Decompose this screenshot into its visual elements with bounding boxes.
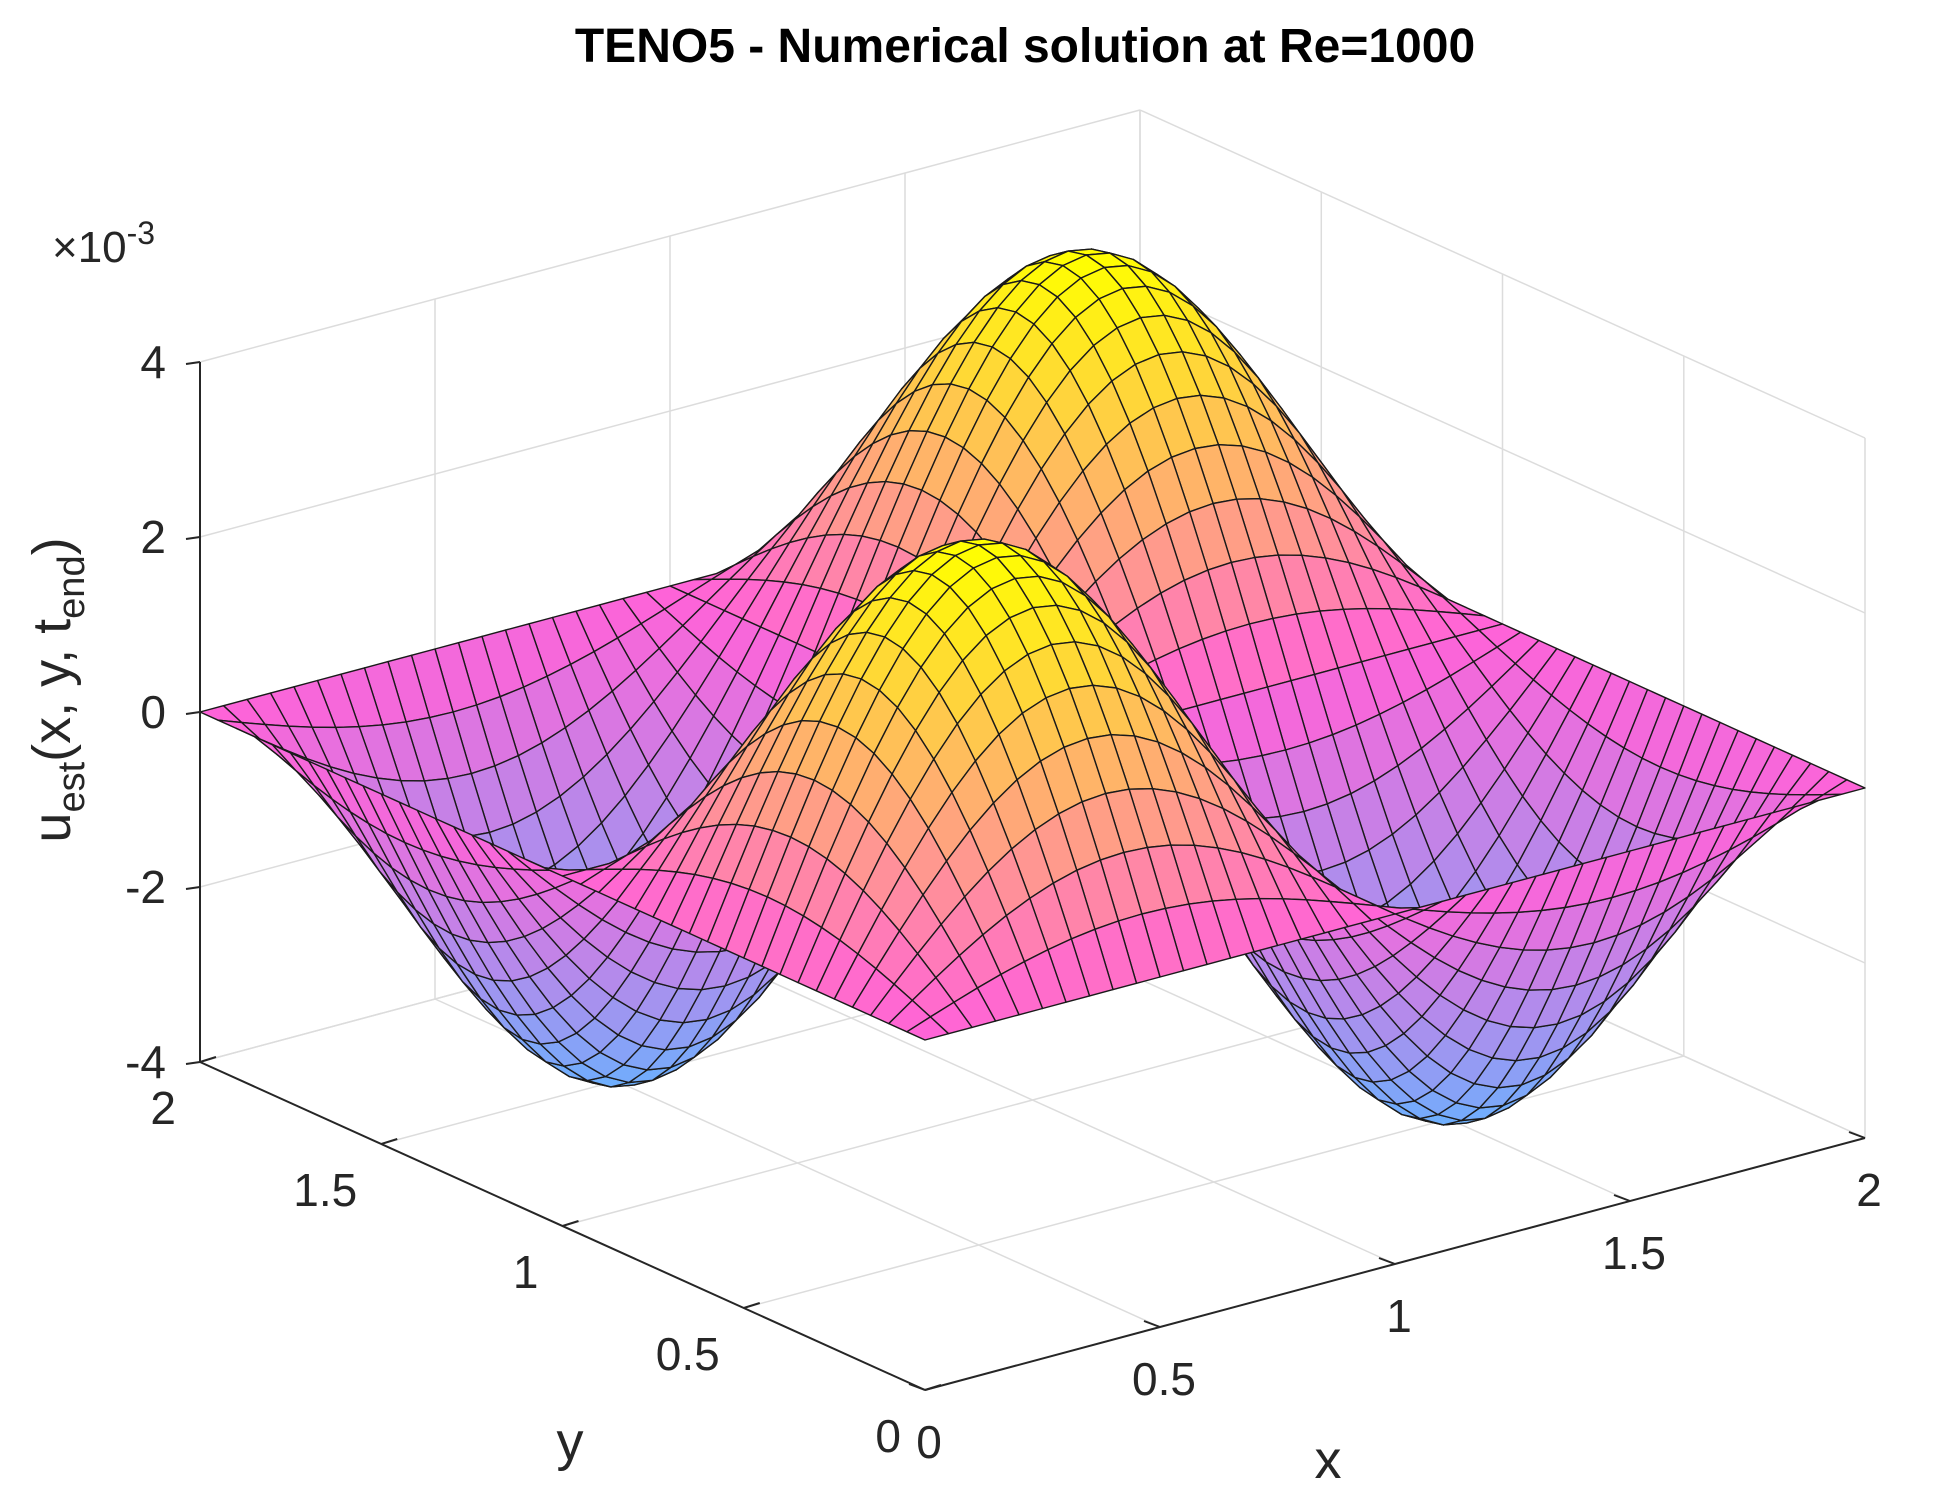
z-tick-label: 2 <box>140 511 166 563</box>
y-tick-label: 0 <box>875 1410 901 1462</box>
y-tick <box>743 1302 761 1309</box>
x-tick-label: 2 <box>1856 1164 1882 1216</box>
z-tick-label: -4 <box>125 1036 166 1088</box>
y-tick-label: 1 <box>513 1246 539 1298</box>
grid-line <box>743 1055 1684 1309</box>
z-exponent-label: ×10-3 <box>52 215 155 272</box>
y-tick-label: 2 <box>150 1082 176 1134</box>
z-tick <box>185 361 201 365</box>
x-tick <box>908 1383 926 1391</box>
y-tick <box>380 1138 398 1145</box>
z-tick <box>185 536 201 540</box>
surface-cell <box>906 1016 950 1041</box>
x-tick-label: 0.5 <box>1132 1353 1196 1405</box>
x-axis-label: x <box>1315 1430 1342 1490</box>
x-tick <box>1848 1131 1866 1139</box>
x-tick <box>1143 1320 1161 1328</box>
z-tick-label: 0 <box>140 686 166 738</box>
y-tick-label: 1.5 <box>293 1164 357 1216</box>
z-tick <box>185 886 201 890</box>
x-tick-label: 1 <box>1386 1290 1412 1342</box>
surface-mesh <box>199 248 1866 1126</box>
x-tick <box>1613 1194 1631 1202</box>
x-tick <box>1378 1257 1396 1265</box>
z-tick-label: 4 <box>140 336 166 388</box>
y-tick <box>924 1384 942 1391</box>
y-tick-label: 0.5 <box>656 1328 720 1380</box>
y-axis-label: y <box>557 1412 584 1472</box>
z-axis-label: uest(x, y, tend) <box>22 537 93 842</box>
y-tick <box>199 1056 217 1063</box>
x-tick-label: 0 <box>916 1416 942 1468</box>
axes: -4 -2 0 2 4 0 0.5 1 1.5 2 0 0.5 1 1.5 2 ×10-3 x y uest(x, … <box>22 215 1882 1490</box>
z-tick <box>185 711 201 715</box>
x-tick-label: 1.5 <box>1602 1227 1666 1279</box>
z-tick-label: -2 <box>125 861 166 913</box>
z-tick <box>185 1061 201 1065</box>
chart-title: TENO5 - Numerical solution at Re=1000 <box>575 20 1475 73</box>
y-tick <box>562 1220 579 1227</box>
